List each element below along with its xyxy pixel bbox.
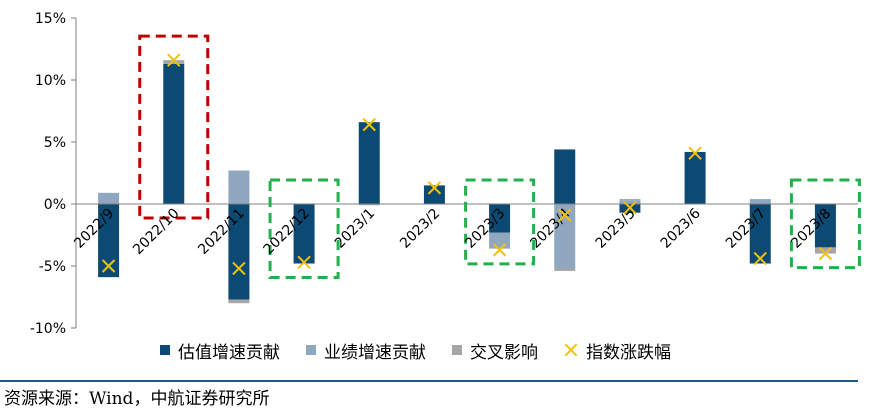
index-change-marker: [818, 246, 833, 261]
marker-stroke: [362, 117, 376, 132]
index-change-marker: [623, 201, 637, 215]
category-label: 2023/5: [593, 206, 639, 252]
index-change-marker: [492, 243, 507, 257]
legend-item-earnings: 业绩增速贡献: [306, 338, 426, 363]
bar-segment-cross-effect: [228, 299, 250, 304]
bar-segment-valuation: [489, 204, 511, 233]
bar-segment-valuation: [163, 63, 185, 204]
marker-stroke: [297, 255, 311, 269]
marker-stroke: [492, 243, 507, 257]
bar-segment-cross-effect: [358, 204, 380, 206]
highlight-box: [789, 178, 861, 270]
legend-item-cross-effect: 交叉影响: [452, 338, 538, 363]
y-tick-label: 15%: [35, 11, 66, 27]
index-change-marker: [362, 117, 376, 132]
marker-stroke: [818, 246, 833, 261]
marker-stroke: [167, 53, 181, 67]
y-tick-label: 0%: [44, 197, 66, 213]
legend: 估值增速贡献 业绩增速贡献 交叉影响 指数涨跌幅: [160, 337, 671, 363]
bar-segment-earnings: [98, 192, 120, 204]
legend-item-index-change: 指数涨跌幅: [564, 338, 671, 363]
category-label: 2023/6: [658, 205, 704, 251]
index-change-marker: [753, 251, 767, 266]
category-label: 2022/10: [130, 206, 182, 258]
bar-segment-valuation: [749, 204, 771, 264]
bar-segment-cross-effect: [619, 199, 641, 201]
highlight-box: [268, 178, 340, 280]
y-tick-label: -5%: [39, 259, 66, 275]
highlight-box: [464, 178, 536, 266]
marker-stroke: [232, 261, 246, 276]
bar-segment-earnings: [749, 199, 771, 204]
marker-stroke: [101, 259, 116, 273]
legend-swatch-cross-effect: [452, 345, 462, 355]
index-change-marker: [688, 146, 702, 160]
marker-stroke: [623, 201, 637, 215]
legend-swatch-earnings: [306, 345, 316, 355]
marker-stroke: [753, 251, 767, 266]
bar-segment-valuation: [684, 151, 706, 204]
bar-segment-valuation: [358, 122, 380, 204]
legend-item-valuation: 估值增速贡献: [160, 338, 280, 363]
bar-segment-valuation: [228, 204, 250, 300]
marker-stroke: [427, 181, 442, 195]
legend-cross-marker-icon: [564, 343, 578, 357]
stacked-bar-chart: -10%-5%0%5%10%15%2022/9 2022/10 2022/11 202…: [30, 11, 861, 337]
source-note: 资源来源：Wind，中航证券研究所: [4, 389, 270, 409]
legend-label-valuation: 估值增速贡献: [178, 342, 280, 363]
index-change-marker: [167, 53, 181, 67]
category-label: 2023/2: [397, 206, 443, 252]
legend-label-cross-effect: 交叉影响: [470, 342, 538, 363]
index-change-marker: [427, 181, 442, 195]
y-tick-label: 5%: [44, 135, 66, 151]
bar-segment-valuation: [554, 149, 576, 204]
marker-stroke: [688, 146, 702, 160]
bar-segment-valuation: [98, 204, 120, 278]
y-tick-label: 10%: [35, 73, 66, 89]
index-change-marker: [101, 259, 116, 273]
bar-segment-valuation: [423, 185, 445, 204]
bar-segment-valuation: [293, 204, 315, 264]
index-change-marker: [297, 255, 311, 269]
highlight-box: [138, 34, 210, 220]
index-change-marker: [558, 208, 572, 222]
bar-segment-cross-effect: [554, 268, 576, 271]
index-change-marker: [232, 261, 246, 276]
legend-label-index-change: 指数涨跌幅: [586, 342, 671, 363]
source-divider: [0, 380, 858, 382]
y-tick-label: -10%: [30, 321, 66, 337]
legend-swatch-valuation: [160, 345, 170, 355]
marker-stroke: [558, 208, 572, 222]
bar-segment-cross-effect: [814, 247, 836, 254]
bar-segment-cross-effect: [163, 60, 185, 64]
bar-segment-earnings: [619, 200, 641, 204]
bar-segment-valuation: [814, 204, 836, 248]
bar-segment-earnings: [489, 232, 511, 249]
legend-label-earnings: 业绩增速贡献: [324, 342, 426, 363]
bar-segment-earnings: [228, 170, 250, 204]
